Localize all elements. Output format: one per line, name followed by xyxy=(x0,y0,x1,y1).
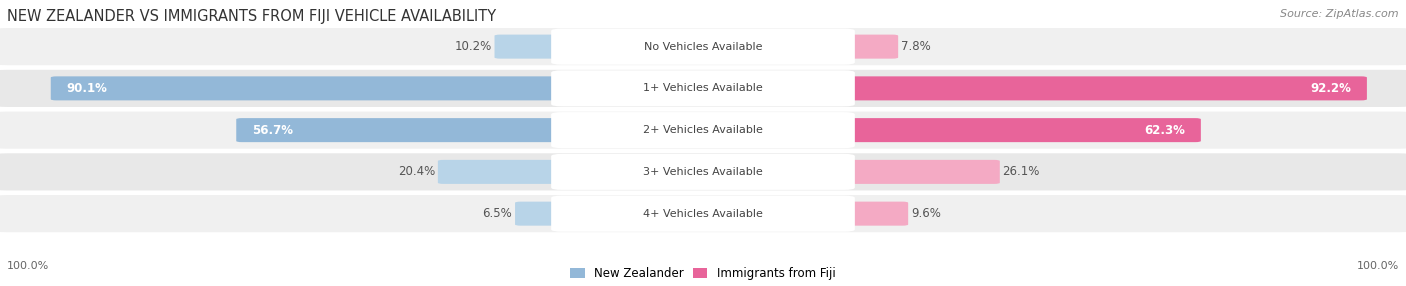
FancyBboxPatch shape xyxy=(551,196,855,232)
Text: 7.8%: 7.8% xyxy=(901,40,931,53)
Text: 62.3%: 62.3% xyxy=(1144,124,1185,137)
FancyBboxPatch shape xyxy=(844,35,898,59)
FancyBboxPatch shape xyxy=(0,195,1406,232)
FancyBboxPatch shape xyxy=(0,28,1406,65)
Legend: New Zealander, Immigrants from Fiji: New Zealander, Immigrants from Fiji xyxy=(571,267,835,280)
FancyBboxPatch shape xyxy=(515,202,562,226)
Text: 26.1%: 26.1% xyxy=(1002,165,1040,178)
Text: Source: ZipAtlas.com: Source: ZipAtlas.com xyxy=(1281,9,1399,19)
FancyBboxPatch shape xyxy=(437,160,562,184)
FancyBboxPatch shape xyxy=(844,160,1000,184)
Text: NEW ZEALANDER VS IMMIGRANTS FROM FIJI VEHICLE AVAILABILITY: NEW ZEALANDER VS IMMIGRANTS FROM FIJI VE… xyxy=(7,9,496,23)
FancyBboxPatch shape xyxy=(0,112,1406,149)
Text: 4+ Vehicles Available: 4+ Vehicles Available xyxy=(643,209,763,219)
Text: 6.5%: 6.5% xyxy=(482,207,512,220)
FancyBboxPatch shape xyxy=(844,202,908,226)
FancyBboxPatch shape xyxy=(551,70,855,106)
FancyBboxPatch shape xyxy=(51,76,562,100)
Text: 1+ Vehicles Available: 1+ Vehicles Available xyxy=(643,84,763,93)
Text: 2+ Vehicles Available: 2+ Vehicles Available xyxy=(643,125,763,135)
Text: 9.6%: 9.6% xyxy=(911,207,941,220)
FancyBboxPatch shape xyxy=(551,154,855,190)
FancyBboxPatch shape xyxy=(495,35,562,59)
Text: 100.0%: 100.0% xyxy=(1357,261,1399,271)
Text: 90.1%: 90.1% xyxy=(66,82,107,95)
Text: 3+ Vehicles Available: 3+ Vehicles Available xyxy=(643,167,763,177)
Text: 56.7%: 56.7% xyxy=(252,124,292,137)
Text: No Vehicles Available: No Vehicles Available xyxy=(644,42,762,51)
Text: 10.2%: 10.2% xyxy=(454,40,492,53)
FancyBboxPatch shape xyxy=(236,118,562,142)
FancyBboxPatch shape xyxy=(0,70,1406,107)
FancyBboxPatch shape xyxy=(551,29,855,65)
FancyBboxPatch shape xyxy=(844,118,1201,142)
Text: 20.4%: 20.4% xyxy=(398,165,434,178)
FancyBboxPatch shape xyxy=(551,112,855,148)
Text: 92.2%: 92.2% xyxy=(1310,82,1351,95)
Text: 100.0%: 100.0% xyxy=(7,261,49,271)
FancyBboxPatch shape xyxy=(844,76,1367,100)
FancyBboxPatch shape xyxy=(0,153,1406,190)
